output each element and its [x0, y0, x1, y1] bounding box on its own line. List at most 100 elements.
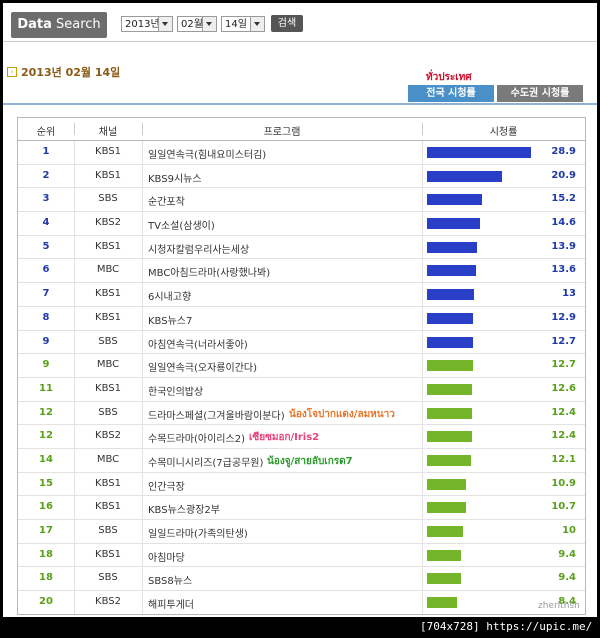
- rating-value: 10: [562, 525, 576, 536]
- rank-cell: 12: [39, 430, 53, 442]
- column-separator: [422, 306, 423, 330]
- rank-cell: 18: [39, 548, 53, 560]
- table-row: 14 MBC 수목미니시리즈(7급공무원) น้องจู/สายลับเกรด7 12.…: [18, 448, 585, 473]
- column-separator: [74, 425, 75, 448]
- column-separator: [142, 212, 143, 235]
- rating-value: 12.4: [551, 430, 576, 442]
- program-cell: 아침연속극(너라서좋아): [148, 339, 248, 351]
- rating-value: 13.6: [551, 264, 576, 276]
- rating-value: 12.9: [551, 311, 576, 323]
- rating-bar: [427, 549, 461, 561]
- column-separator: [142, 425, 143, 448]
- rating-value: 12.7: [551, 359, 576, 371]
- chevron-down-icon: [158, 17, 172, 31]
- table-row: 1 KBS1 일일연속극(힘내요미스터김) 28.9: [18, 141, 585, 165]
- table-row: 17 SBS 일일드라마(가족의탄생) 10: [18, 520, 585, 544]
- program-cell: 순간포착: [148, 197, 185, 209]
- column-separator: [422, 520, 423, 543]
- column-separator: [74, 306, 75, 330]
- column-separator: [422, 591, 423, 614]
- channel-cell: SBS: [98, 572, 118, 584]
- column-separator: [422, 472, 423, 496]
- rating-bar: [427, 478, 466, 490]
- tab-underline: [3, 103, 597, 105]
- program-cell: KBS뉴스7: [148, 315, 193, 327]
- program-cell: 6시내고향: [148, 292, 192, 304]
- column-separator: [142, 377, 143, 401]
- rating-bar: [427, 573, 461, 585]
- column-separator: [422, 401, 423, 425]
- rating-value: 9.4: [558, 548, 576, 560]
- table-row: 18 SBS SBS8뉴스 9.4: [18, 567, 585, 592]
- header-program: 프로그램: [263, 127, 301, 138]
- rating-value: 13.9: [551, 240, 576, 252]
- rank-cell: 3: [42, 193, 50, 205]
- column-separator: [422, 543, 423, 567]
- column-separator: [74, 543, 75, 567]
- column-separator: [74, 448, 75, 472]
- program-cell: 일일드라마(가족의탄생): [148, 529, 248, 540]
- column-separator: [74, 354, 75, 377]
- column-separator: [74, 330, 75, 354]
- tab-national-rating[interactable]: 전국 시청률: [408, 85, 494, 102]
- rating-bar: [427, 431, 472, 443]
- data-search-label-bold: Data: [17, 17, 52, 32]
- column-separator: [74, 520, 75, 543]
- column-separator: [142, 330, 143, 354]
- table-row: 12 KBS2 수목드라마(아이리스2) เซียซมอก/Iris2 12.4: [18, 425, 585, 449]
- column-separator: [422, 283, 423, 306]
- image-footer: [704x728] https://upic.me/: [420, 620, 593, 633]
- date-heading: 2013년 02월 14일: [21, 66, 121, 79]
- column-separator: [142, 543, 143, 567]
- column-separator: [142, 496, 143, 519]
- tab-metro-rating[interactable]: 수도권 시청률: [497, 85, 583, 102]
- year-select[interactable]: 2013년: [121, 16, 173, 32]
- column-separator: [422, 164, 423, 188]
- rating-bar: [427, 241, 477, 253]
- table-row: 4 KBS2 TV소설(삼생이) 14.6: [18, 212, 585, 236]
- column-separator: [142, 520, 143, 543]
- column-separator: [422, 235, 423, 259]
- rating-bar: [427, 194, 482, 206]
- program-note-wrap: เซียซมอก/Iris2: [249, 430, 319, 445]
- column-separator: [74, 235, 75, 259]
- month-select[interactable]: 02월: [177, 16, 217, 32]
- column-separator: [422, 354, 423, 377]
- rank-cell: 15: [39, 477, 53, 489]
- column-separator: [422, 188, 423, 212]
- rank-cell: 5: [42, 240, 50, 252]
- bullet-arrow-icon: ›: [7, 67, 17, 77]
- column-separator: [74, 591, 75, 614]
- column-separator: [74, 259, 75, 283]
- rank-cell: 14: [39, 453, 53, 465]
- column-separator: [422, 259, 423, 283]
- program-note-wrap: น้องจู/สายลับเกรด7: [267, 454, 353, 469]
- header-separator: [74, 123, 75, 135]
- program-cell: 한국인의밥상: [148, 386, 204, 398]
- rating-value: 9.4: [558, 572, 576, 584]
- rating-bar: [427, 502, 466, 514]
- column-separator: [142, 354, 143, 377]
- rating-value: 10.9: [551, 477, 576, 489]
- day-select[interactable]: 14일: [221, 16, 265, 32]
- rating-bar: [427, 218, 480, 230]
- divider: [3, 41, 597, 42]
- search-button[interactable]: 검색: [271, 15, 303, 32]
- day-select-value: 14일: [225, 19, 247, 30]
- column-separator: [74, 472, 75, 496]
- program-note-wrap: น้องโจปากแดง/ลมหนาว: [289, 407, 395, 422]
- year-select-value: 2013년: [125, 19, 160, 30]
- column-separator: [74, 188, 75, 212]
- column-separator: [422, 141, 423, 164]
- channel-cell: KBS1: [95, 501, 121, 513]
- rank-cell: 7: [42, 288, 50, 300]
- rank-cell: 20: [39, 596, 53, 608]
- watermark: zherlthsh: [538, 601, 580, 611]
- program-cell: TV소설(삼생이): [148, 221, 215, 233]
- rating-bar: [427, 360, 473, 372]
- channel-cell: KBS1: [95, 477, 121, 489]
- table-row: 15 KBS1 인간극장 10.9: [18, 472, 585, 497]
- column-separator: [142, 235, 143, 259]
- data-search-label-rest: Search: [51, 17, 101, 32]
- rank-cell: 18: [39, 572, 53, 584]
